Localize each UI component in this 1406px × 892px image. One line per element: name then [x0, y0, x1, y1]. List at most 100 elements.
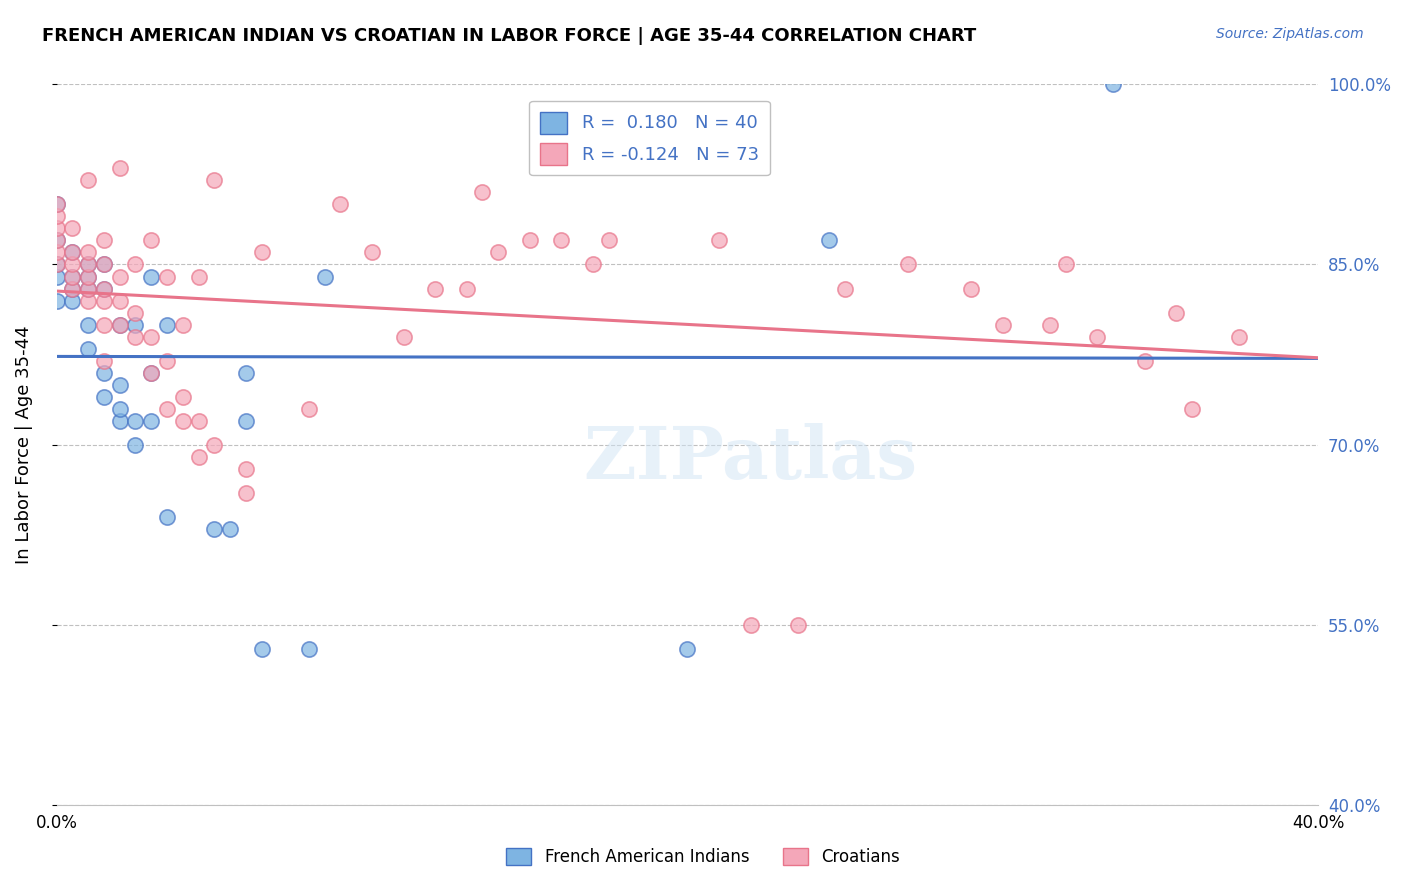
Point	[60, 269, 83, 284]
Point	[93, 281, 115, 295]
Point	[60, 245, 83, 260]
Point	[77, 245, 100, 260]
Point	[77, 269, 100, 284]
Point	[818, 234, 841, 248]
Point	[93, 318, 115, 332]
Point	[1181, 401, 1204, 416]
Point	[108, 377, 131, 392]
Point	[124, 305, 146, 319]
Point	[93, 390, 115, 404]
Point	[108, 318, 131, 332]
Point	[77, 281, 100, 295]
Point	[77, 342, 100, 356]
Point	[1087, 329, 1109, 343]
Text: Source: ZipAtlas.com: Source: ZipAtlas.com	[1216, 27, 1364, 41]
Point	[45, 234, 67, 248]
Point	[582, 258, 605, 272]
Point	[676, 641, 699, 656]
Point	[1102, 78, 1125, 92]
Point	[124, 329, 146, 343]
Point	[124, 258, 146, 272]
Point	[392, 329, 415, 343]
Point	[45, 221, 67, 235]
Point	[250, 245, 273, 260]
Point	[124, 437, 146, 451]
Point	[172, 318, 194, 332]
Point	[45, 258, 67, 272]
Point	[156, 509, 179, 524]
Point	[456, 281, 478, 295]
Point	[187, 269, 209, 284]
Point	[298, 641, 321, 656]
Point	[124, 318, 146, 332]
Point	[77, 173, 100, 187]
Point	[598, 234, 620, 248]
Point	[93, 353, 115, 368]
Point	[60, 293, 83, 308]
Point	[124, 413, 146, 427]
Point	[93, 258, 115, 272]
Point	[156, 353, 179, 368]
Point	[156, 401, 179, 416]
Point	[77, 258, 100, 272]
Point	[250, 641, 273, 656]
Point	[93, 281, 115, 295]
Point	[77, 281, 100, 295]
Point	[45, 197, 67, 211]
Legend: French American Indians, Croatians: French American Indians, Croatians	[498, 840, 908, 875]
Point	[1039, 318, 1062, 332]
Point	[235, 366, 257, 380]
Point	[786, 617, 808, 632]
Point	[471, 186, 494, 200]
Point	[897, 258, 920, 272]
Point	[156, 318, 179, 332]
Point	[141, 234, 163, 248]
Point	[45, 210, 67, 224]
Point	[45, 245, 67, 260]
Point	[60, 281, 83, 295]
Point	[45, 197, 67, 211]
Point	[93, 258, 115, 272]
Point	[314, 269, 336, 284]
Point	[93, 293, 115, 308]
Point	[361, 245, 384, 260]
Point	[108, 318, 131, 332]
Point	[1133, 353, 1156, 368]
Point	[45, 293, 67, 308]
Point	[45, 269, 67, 284]
Point	[77, 258, 100, 272]
Point	[108, 413, 131, 427]
Point	[202, 173, 225, 187]
Point	[60, 221, 83, 235]
Point	[550, 234, 572, 248]
Point	[141, 269, 163, 284]
Point	[707, 234, 730, 248]
Point	[108, 401, 131, 416]
Point	[740, 617, 762, 632]
Point	[235, 485, 257, 500]
Point	[172, 413, 194, 427]
Point	[77, 318, 100, 332]
Point	[960, 281, 983, 295]
Point	[108, 161, 131, 176]
Point	[93, 234, 115, 248]
Point	[1054, 258, 1077, 272]
Point	[141, 366, 163, 380]
Point	[202, 437, 225, 451]
Point	[60, 269, 83, 284]
Point	[156, 269, 179, 284]
Point	[202, 522, 225, 536]
Point	[141, 413, 163, 427]
Point	[187, 413, 209, 427]
Point	[77, 269, 100, 284]
Point	[298, 401, 321, 416]
Point	[1229, 329, 1251, 343]
Text: FRENCH AMERICAN INDIAN VS CROATIAN IN LABOR FORCE | AGE 35-44 CORRELATION CHART: FRENCH AMERICAN INDIAN VS CROATIAN IN LA…	[42, 27, 976, 45]
Point	[519, 234, 541, 248]
Point	[60, 245, 83, 260]
Point	[1166, 305, 1188, 319]
Point	[187, 450, 209, 464]
Point	[141, 366, 163, 380]
Point	[423, 281, 446, 295]
Point	[77, 293, 100, 308]
